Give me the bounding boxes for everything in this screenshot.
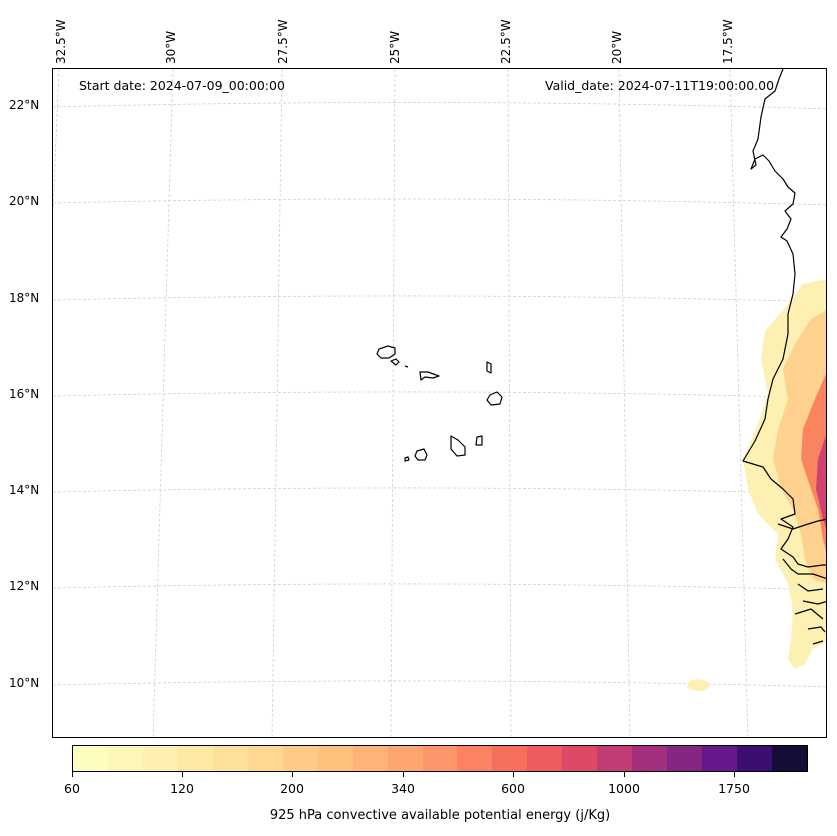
colorbar-swatch-5 bbox=[247, 746, 283, 771]
lon-label-30w: 30°W bbox=[164, 30, 178, 64]
colorbar-swatch-8 bbox=[352, 746, 388, 771]
colorbar-swatch-9 bbox=[387, 746, 423, 771]
coastline-guinea-bissau bbox=[782, 558, 826, 645]
island-sao-vicente bbox=[390, 358, 400, 366]
colorbar-swatch-12 bbox=[492, 746, 528, 771]
colorbar-swatch-17 bbox=[667, 746, 703, 771]
lat-label-18n: 18°N bbox=[9, 291, 40, 305]
colorbar-label: 925 hPa convective available potential e… bbox=[269, 808, 611, 823]
gridline-lat-12 bbox=[53, 583, 826, 591]
gridline-lat-22 bbox=[53, 102, 826, 110]
colorbar-tick-200 bbox=[292, 772, 293, 777]
colorbar-swatch-18 bbox=[702, 746, 738, 771]
lon-label-20w: 20°W bbox=[610, 30, 624, 64]
island-santa-luzia bbox=[404, 365, 409, 368]
island-sal bbox=[486, 361, 492, 374]
island-brava bbox=[404, 456, 410, 462]
gridline-lon-30 bbox=[152, 69, 174, 737]
gridline-lat-10 bbox=[53, 680, 826, 688]
start-date-label: Start date: 2024-07-09_00:00:00 bbox=[79, 78, 285, 93]
island-santiago bbox=[450, 435, 466, 457]
colorbar bbox=[72, 745, 808, 772]
colorbar-tick-60 bbox=[72, 772, 73, 777]
colorbar-tick-label-200: 200 bbox=[280, 781, 304, 796]
colorbar-tick-label-120: 120 bbox=[170, 781, 194, 796]
island-santo-antao bbox=[376, 345, 396, 359]
gridline-lon-17-5 bbox=[729, 69, 749, 737]
colorbar-swatch-16 bbox=[632, 746, 668, 771]
gridline-lon-32-5 bbox=[53, 69, 60, 210]
cape-field bbox=[687, 279, 826, 691]
colorbar-swatch-4 bbox=[212, 746, 248, 771]
colorbar-swatch-10 bbox=[422, 746, 458, 771]
gridline-lon-27-5 bbox=[271, 69, 283, 737]
gridlines bbox=[53, 69, 826, 737]
lon-label-32-5w: 32.5°W bbox=[54, 19, 68, 64]
island-sao-nicolau bbox=[419, 371, 440, 381]
colorbar-swatch-13 bbox=[527, 746, 563, 771]
colorbar-tick-label-1750: 1750 bbox=[718, 781, 750, 796]
colorbar-swatch-20 bbox=[772, 746, 808, 771]
coastline-gambia bbox=[777, 518, 826, 530]
colorbar-swatch-2 bbox=[142, 746, 178, 771]
lat-label-12n: 12°N bbox=[9, 579, 40, 593]
cape-patch-small bbox=[687, 679, 710, 691]
colorbar-tick-340 bbox=[403, 772, 404, 777]
colorbar-swatch-7 bbox=[317, 746, 353, 771]
lat-label-20n: 20°N bbox=[9, 194, 40, 208]
colorbar-tick-label-1000: 1000 bbox=[608, 781, 640, 796]
coastline-west-africa bbox=[742, 69, 826, 568]
map-frame[interactable] bbox=[52, 68, 827, 738]
gridline-lat-16 bbox=[53, 391, 826, 399]
lat-label-10n: 10°N bbox=[9, 676, 40, 690]
colorbar-swatch-15 bbox=[597, 746, 633, 771]
colorbar-tick-label-600: 600 bbox=[501, 781, 525, 796]
island-boa-vista bbox=[486, 391, 503, 406]
cape-level-1000 bbox=[816, 435, 826, 528]
coastlines bbox=[376, 69, 826, 645]
cape-level-200 bbox=[773, 310, 826, 584]
gridline-lon-25 bbox=[390, 69, 396, 737]
colorbar-tick-label-340: 340 bbox=[391, 781, 415, 796]
lat-label-22n: 22°N bbox=[9, 98, 40, 112]
colorbar-swatch-11 bbox=[457, 746, 493, 771]
colorbar-swatch-14 bbox=[562, 746, 598, 771]
colorbar-tick-1750 bbox=[734, 772, 735, 777]
lon-label-27-5w: 27.5°W bbox=[276, 19, 290, 64]
gridline-lon-20 bbox=[618, 69, 631, 737]
island-maio bbox=[475, 435, 483, 446]
colorbar-tick-label-60: 60 bbox=[64, 781, 80, 796]
valid-date-label: Valid_date: 2024-07-11T19:00:00.00 bbox=[545, 78, 775, 93]
colorbar-swatch-19 bbox=[737, 746, 773, 771]
colorbar-tick-600 bbox=[513, 772, 514, 777]
lat-label-16n: 16°N bbox=[9, 387, 40, 401]
lon-label-22-5w: 22.5°W bbox=[499, 19, 513, 64]
map-canvas bbox=[53, 69, 826, 737]
island-fogo bbox=[414, 448, 428, 461]
lat-label-14n: 14°N bbox=[9, 483, 40, 497]
lon-label-17-5w: 17.5°W bbox=[721, 19, 735, 64]
lon-label-25w: 25°W bbox=[388, 30, 402, 64]
gridline-lat-18 bbox=[53, 295, 826, 303]
colorbar-swatch-3 bbox=[177, 746, 213, 771]
colorbar-swatch-6 bbox=[282, 746, 318, 771]
colorbar-tick-120 bbox=[182, 772, 183, 777]
colorbar-swatch-1 bbox=[107, 746, 143, 771]
gridline-lon-22-5 bbox=[507, 69, 512, 737]
colorbar-tick-1000 bbox=[624, 772, 625, 777]
colorbar-swatch-0 bbox=[73, 746, 108, 771]
gridline-lat-14 bbox=[53, 487, 826, 495]
gridline-lat-20 bbox=[53, 198, 826, 206]
cape-level-600 bbox=[801, 373, 826, 551]
